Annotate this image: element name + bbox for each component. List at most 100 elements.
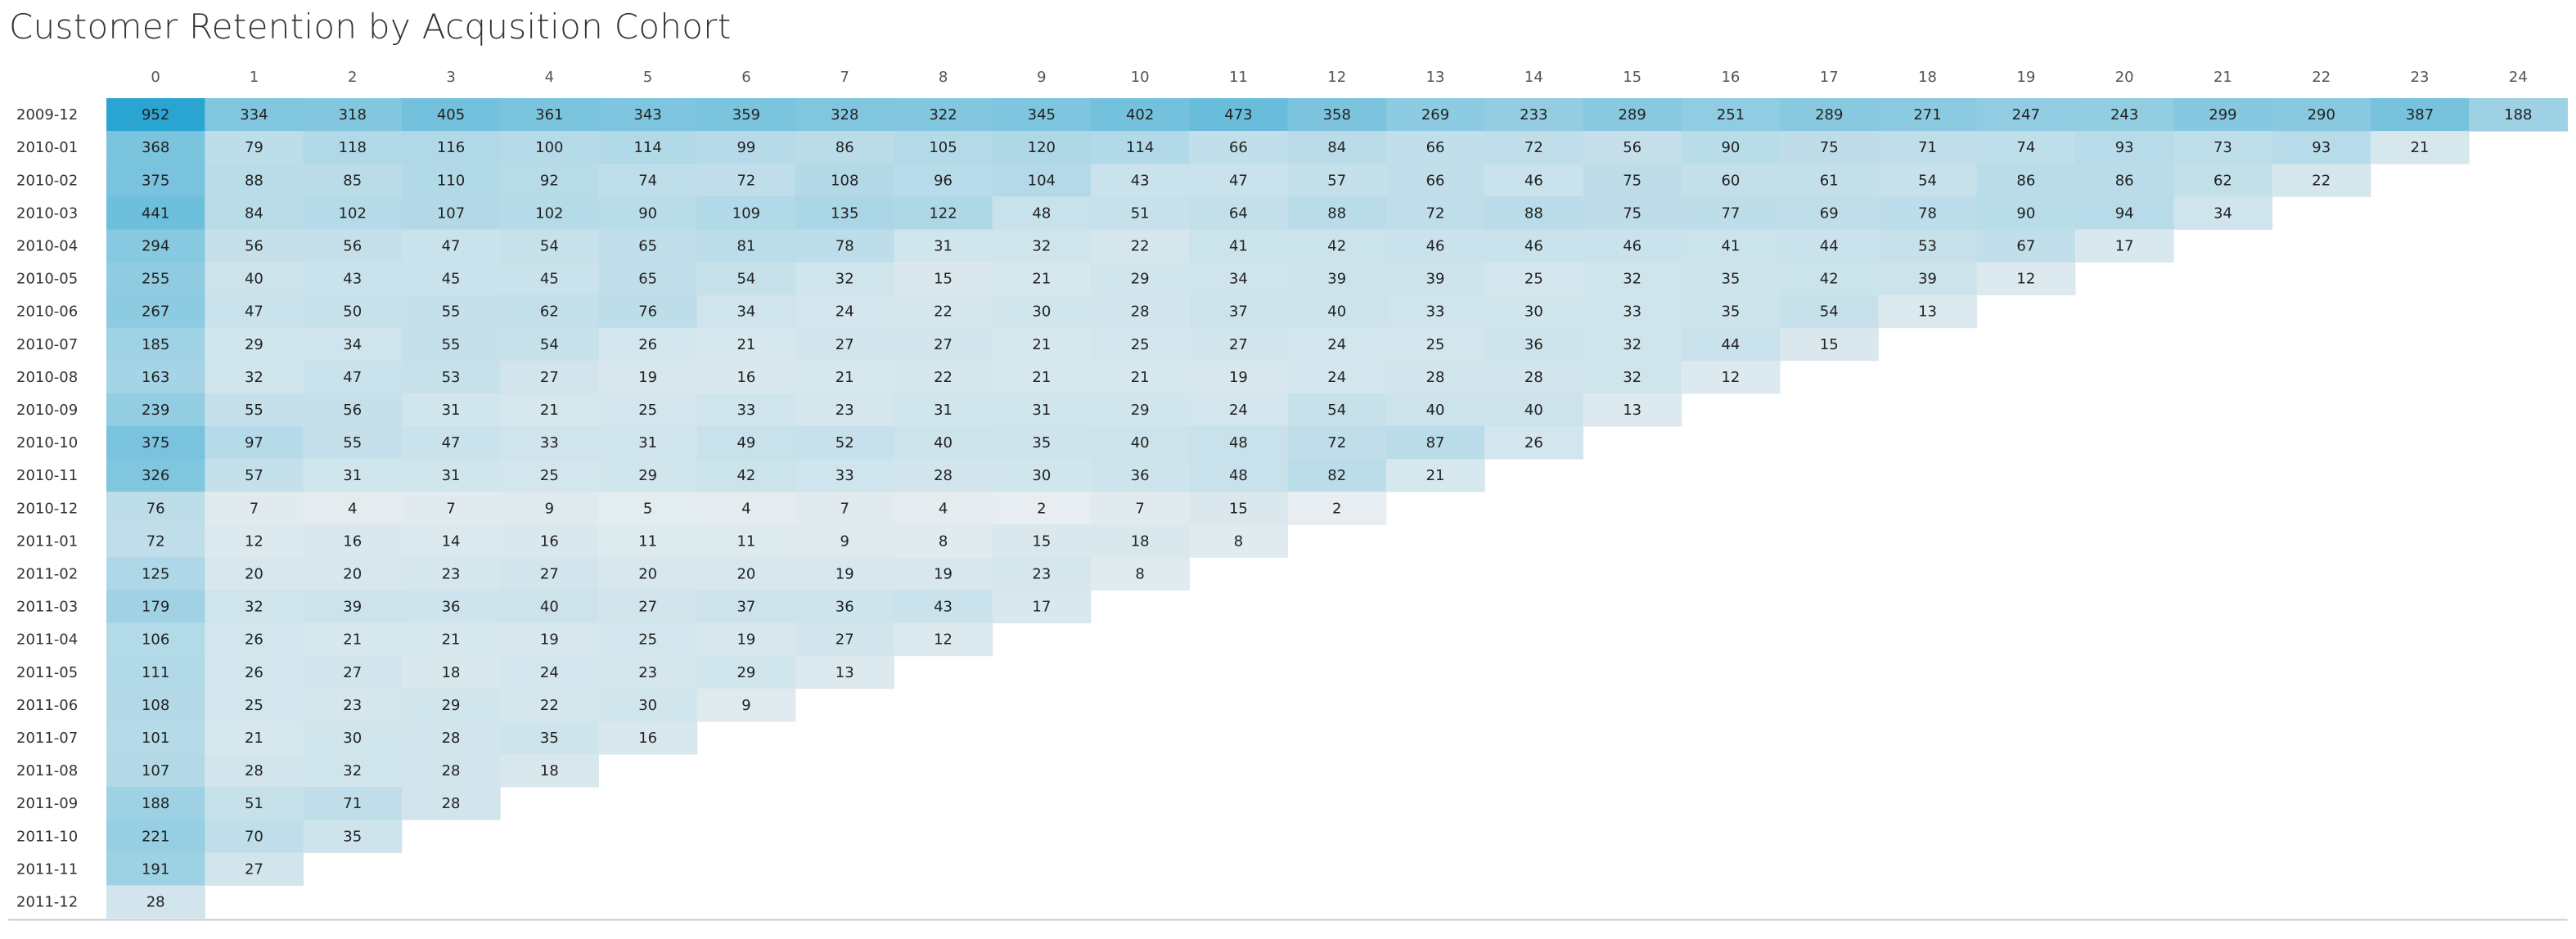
cell-value-2010-03-3: 107 (437, 204, 465, 222)
heatmap-cell-2010-08-3 (401, 360, 501, 394)
cell-value-2011-06-5: 30 (638, 697, 657, 714)
heatmap-cell-2010-10-9 (992, 426, 1092, 460)
heatmap-cell-2010-10-3 (401, 426, 501, 460)
cell-value-2010-04-7: 78 (835, 237, 854, 254)
cell-value-2010-03-5: 90 (638, 204, 657, 222)
heatmap-cell-2010-07-3 (401, 327, 501, 362)
column-label-21: 21 (2213, 69, 2232, 86)
cell-value-2009-12-24: 188 (2504, 106, 2532, 124)
cell-value-2011-01-6: 11 (736, 532, 755, 550)
heatmap-cell-2011-03-1 (205, 590, 304, 624)
cell-value-2010-03-10: 51 (1131, 204, 1150, 222)
cell-value-2010-05-14: 25 (1524, 271, 1543, 288)
cell-value-2010-08-13: 28 (1426, 369, 1445, 386)
cell-value-2010-02-16: 60 (1721, 172, 1740, 189)
heatmap-cell-2009-12-10 (1091, 98, 1190, 132)
cell-value-2009-12-5: 343 (633, 106, 661, 124)
heatmap-cell-2011-03-2 (303, 590, 403, 624)
heatmap-cell-2010-09-11 (1189, 393, 1289, 427)
heatmap-cell-2010-01-2 (303, 131, 403, 164)
cell-value-2010-12-4: 9 (545, 500, 554, 517)
row-label-2011-10: 2011-10 (16, 828, 78, 845)
cell-value-2011-01-5: 11 (638, 532, 657, 550)
heatmap-cell-2010-03-20 (2075, 196, 2174, 230)
cell-value-2010-07-14: 36 (1524, 336, 1543, 353)
heatmap-cell-2010-10-5 (598, 426, 698, 460)
cell-value-2010-04-2: 56 (343, 237, 362, 254)
cell-value-2010-08-2: 47 (343, 369, 362, 386)
heatmap-cell-2011-09-0 (106, 787, 205, 820)
cell-value-2010-05-3: 45 (442, 271, 461, 288)
heatmap-cell-2010-04-11 (1189, 229, 1289, 263)
heatmap-cell-2010-04-9 (992, 229, 1092, 263)
heatmap-cell-2011-06-1 (205, 688, 304, 722)
heatmap-cell-2010-06-12 (1287, 294, 1387, 329)
cell-value-2010-09-0: 239 (142, 402, 169, 419)
heatmap-cell-2010-07-2 (303, 327, 403, 362)
cell-value-2010-09-12: 54 (1327, 402, 1346, 419)
heatmap-cell-2010-04-16 (1681, 229, 1781, 263)
cell-value-2010-08-9: 21 (1032, 369, 1051, 386)
heatmap-cell-2010-06-7 (795, 294, 894, 329)
cell-value-2010-07-13: 25 (1426, 336, 1445, 353)
heatmap-cell-2010-03-8 (894, 196, 993, 230)
row-label-2011-02: 2011-02 (16, 565, 78, 582)
cell-value-2009-12-20: 243 (2110, 106, 2138, 124)
heatmap-cell-2010-01-9 (992, 131, 1092, 164)
cell-value-2009-12-7: 328 (831, 106, 858, 124)
heatmap-cell-2010-01-11 (1189, 131, 1289, 164)
cell-value-2011-02-0: 125 (142, 565, 169, 582)
heatmap-cell-2010-07-13 (1385, 327, 1485, 362)
heatmap-cell-2010-08-1 (205, 360, 304, 394)
cell-value-2010-04-9: 32 (1032, 237, 1051, 254)
cell-value-2011-06-6: 9 (741, 697, 750, 714)
cell-value-2011-07-5: 16 (638, 730, 657, 747)
cell-value-2010-04-5: 65 (638, 237, 657, 254)
row-label-2010-06: 2010-06 (16, 303, 78, 321)
cell-value-2010-02-14: 46 (1524, 172, 1543, 189)
heatmap-cell-2011-11-1 (205, 852, 304, 886)
cell-value-2010-03-6: 109 (732, 204, 760, 222)
cell-value-2011-04-3: 21 (442, 631, 461, 649)
heatmap-cell-2010-06-1 (205, 294, 304, 329)
heatmap-cell-2010-07-15 (1583, 327, 1682, 362)
heatmap-cell-2011-04-4 (500, 622, 599, 657)
heatmap-cell-2010-09-6 (696, 393, 796, 427)
cell-value-2011-05-3: 18 (442, 664, 461, 681)
cell-value-2011-05-7: 13 (835, 664, 854, 681)
cell-value-2010-06-16: 35 (1721, 303, 1740, 321)
cell-value-2009-12-16: 251 (1717, 106, 1745, 124)
heatmap-cell-2010-03-12 (1287, 196, 1387, 230)
cell-value-2010-04-10: 22 (1131, 237, 1150, 254)
heatmap-cell-2010-03-0 (106, 196, 205, 230)
heatmap-cell-2011-09-1 (205, 787, 304, 820)
heatmap-cell-2011-05-2 (303, 655, 403, 690)
cell-value-2011-10-0: 221 (142, 828, 169, 845)
heatmap-cell-2010-05-3 (401, 262, 501, 296)
column-label-23: 23 (2411, 69, 2430, 86)
cell-value-2011-05-0: 111 (142, 664, 169, 681)
cell-value-2010-11-6: 42 (736, 467, 755, 484)
cell-value-2009-12-21: 299 (2209, 106, 2236, 124)
heatmap-cell-2010-10-6 (696, 426, 796, 460)
cell-value-2010-08-12: 24 (1327, 369, 1346, 386)
row-label-2009-12: 2009-12 (16, 106, 78, 124)
heatmap-cell-2010-07-17 (1780, 327, 1879, 362)
heatmap-cell-2011-08-2 (303, 754, 403, 788)
cell-value-2009-12-12: 358 (1323, 106, 1351, 124)
cell-value-2011-03-2: 39 (343, 599, 362, 616)
heatmap-cell-2011-09-2 (303, 787, 403, 820)
cell-value-2011-06-4: 22 (540, 697, 559, 714)
column-label-24: 24 (2509, 69, 2528, 86)
heatmap-cell-2011-02-5 (598, 557, 698, 591)
heatmap-cell-2010-01-8 (894, 131, 993, 164)
cell-value-2010-08-8: 22 (934, 369, 952, 386)
heatmap-cell-2010-09-14 (1484, 393, 1583, 427)
cell-value-2011-09-1: 51 (245, 795, 263, 812)
cell-value-2010-10-10: 40 (1131, 434, 1150, 452)
heatmap-cell-2009-12-23 (2370, 98, 2470, 132)
heatmap-cell-2011-05-4 (500, 655, 599, 690)
heatmap-cell-2010-05-12 (1287, 262, 1387, 296)
heatmap-cell-2011-03-9 (992, 590, 1092, 624)
cell-value-2009-12-11: 473 (1224, 106, 1252, 124)
